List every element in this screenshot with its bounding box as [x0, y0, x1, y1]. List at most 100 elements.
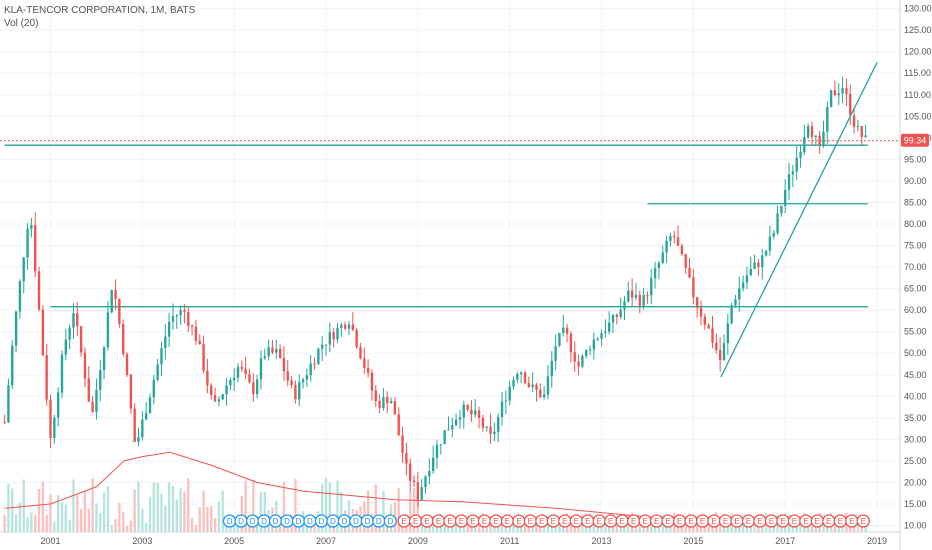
x-tick-label: 2011 [500, 536, 519, 546]
volume-bar [137, 481, 140, 532]
candle-body [607, 322, 611, 332]
candle-body [784, 189, 787, 206]
volume-bar [102, 492, 106, 532]
trendlines[interactable] [720, 62, 878, 378]
event-marker-label: E [620, 517, 625, 526]
x-tick-label: 2013 [592, 536, 612, 546]
candle-body [638, 294, 641, 306]
candle-body [305, 375, 309, 380]
volume-bar [263, 491, 266, 532]
candle-body [565, 327, 569, 334]
candle-body [826, 107, 829, 132]
volume-bar [745, 523, 749, 532]
candle-body [202, 344, 205, 371]
event-marker-label: D [296, 517, 302, 526]
volume-bar [79, 508, 83, 532]
candle-body [393, 401, 397, 415]
candle-body [22, 257, 25, 282]
candle-body [439, 444, 443, 446]
volume-bar [22, 479, 25, 532]
candle-body [726, 323, 729, 344]
candle-body [420, 487, 423, 500]
candle-body [401, 435, 404, 454]
y-tick-label: 110.00 [904, 90, 931, 100]
candle-body [321, 344, 324, 349]
candle-body [64, 339, 68, 355]
candle-body [363, 358, 366, 368]
event-marker-label: E [424, 517, 429, 526]
volume-bar [175, 499, 178, 532]
candle-body [37, 271, 41, 310]
event-marker-label: E [585, 517, 590, 526]
candle-body [435, 444, 439, 458]
event-marker-label: E [665, 517, 670, 526]
volume-bar [56, 494, 60, 532]
volume-bar [512, 523, 515, 532]
candle-body [795, 157, 798, 172]
y-tick-label: 30.00 [904, 434, 927, 444]
volume-bar [95, 503, 98, 532]
event-marker-label: E [493, 517, 498, 526]
candle-body [688, 267, 691, 278]
horizontal-levels[interactable] [4, 144, 868, 308]
candle-body [577, 361, 580, 367]
volume-bar [328, 482, 332, 532]
candle-body [588, 349, 592, 351]
volume-bar [600, 525, 603, 532]
candle-body [661, 252, 664, 263]
volume-bar [592, 521, 596, 532]
volume-bar [64, 504, 68, 532]
event-marker-label: E [539, 517, 544, 526]
volume-bar [179, 488, 182, 532]
candle-body [141, 419, 144, 438]
event-marker-label: E [780, 517, 785, 526]
price-axis[interactable]: 10.00 15.00 20.00 25.00 30.00 35.00 40.00 45.00… [899, 0, 932, 550]
candle-body [489, 426, 492, 434]
candle-body [313, 363, 316, 365]
y-tick-label: 25.00 [904, 456, 927, 466]
y-tick-label: 70.00 [904, 262, 927, 272]
candle-body [550, 360, 553, 377]
candle-body [79, 326, 83, 353]
volume-bar [164, 506, 167, 532]
y-tick-label: 60.00 [904, 305, 927, 315]
volume-bar [259, 492, 263, 532]
candle-body [3, 422, 6, 424]
volume-indicator-title[interactable]: Vol (20) [4, 18, 39, 29]
event-marker-label: E [551, 517, 556, 526]
candle-body [829, 90, 833, 108]
time-axis[interactable]: 2001 2003 2005 2007 2009 2011 2013 2015 2017 2019 [0, 531, 900, 546]
volume-bar [298, 523, 301, 532]
candle-body [619, 309, 622, 317]
candle-body [734, 299, 737, 306]
candle-body [110, 290, 113, 313]
volume-bar [428, 522, 431, 532]
candle-body [347, 324, 351, 329]
candle-body [764, 250, 768, 256]
candle-body [776, 213, 779, 234]
event-marker-label: E [746, 517, 751, 526]
candle-body [508, 386, 511, 401]
last-price-tag [901, 133, 929, 147]
candle-body [684, 254, 687, 268]
candle-body [806, 126, 810, 138]
candle-body [856, 126, 860, 128]
candle-body [699, 307, 703, 317]
candle-body [692, 277, 695, 298]
volume-bar [466, 521, 469, 532]
candle-body [275, 349, 278, 353]
candle-body [558, 333, 561, 346]
volume-bar [321, 484, 324, 532]
symbol-title[interactable]: KLA-TENCOR CORPORATION, 1M, BATS [4, 5, 196, 16]
candle-body [366, 367, 370, 373]
y-tick-label: 15.00 [904, 499, 927, 509]
event-marker-circle [856, 514, 870, 528]
candle-body [822, 131, 825, 145]
candle-body [849, 94, 852, 116]
event-marker-label: E [838, 517, 843, 526]
candle-body [474, 410, 477, 415]
x-tick-label: 2003 [132, 536, 152, 546]
candle-body [99, 370, 102, 390]
